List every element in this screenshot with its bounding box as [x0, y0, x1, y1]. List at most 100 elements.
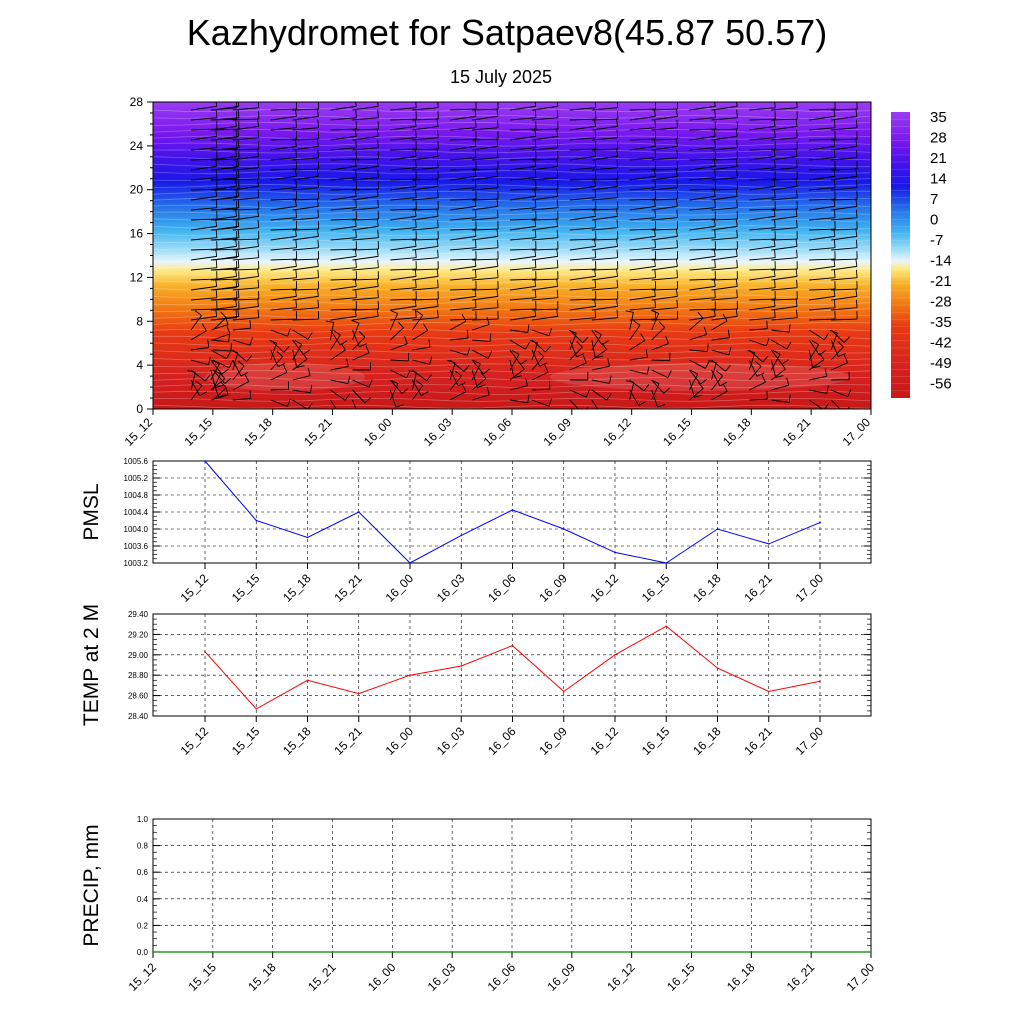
wind-barb-flag [416, 380, 424, 386]
wind-barb-staff [412, 305, 439, 311]
wind-barb-staff [412, 155, 439, 161]
wind-barb-flag [474, 269, 477, 278]
wind-barb [471, 359, 481, 381]
data-point [255, 519, 258, 522]
x-tick-label: 17_00 [793, 571, 827, 605]
wind-barb [412, 291, 439, 301]
wind-barb-staff [689, 117, 716, 121]
wind-barb [509, 211, 537, 221]
wind-barb-flag [795, 178, 798, 187]
wind-barb-staff [412, 245, 439, 251]
wind-barb [509, 229, 537, 241]
wind-barb-flag [675, 288, 678, 297]
wind-barb-staff [472, 339, 491, 343]
wind-barb-flag [582, 355, 587, 364]
colorbar-label: -49 [930, 355, 952, 372]
wind-barb-flag [796, 159, 798, 168]
wind-barb [829, 329, 838, 351]
wind-barb [232, 118, 260, 131]
wind-barb [330, 389, 351, 401]
wind-barb-staff [711, 165, 738, 171]
wind-barb-staff [629, 318, 656, 321]
wind-barb-staff [689, 388, 704, 401]
wind-barb-staff [292, 399, 308, 409]
wind-barb-flag [601, 342, 607, 350]
wind-barb-staff [270, 138, 297, 141]
wind-barb [711, 181, 738, 191]
wind-barb-flag [855, 149, 858, 158]
x-tick-label: 16_12 [600, 415, 634, 449]
wind-barb [270, 221, 298, 231]
wind-barb-staff [270, 168, 297, 171]
wind-barb-staff [390, 185, 417, 191]
wind-barb-flag [237, 229, 240, 238]
wind-barb-staff [270, 108, 297, 111]
wind-barb [472, 281, 499, 291]
wind-barb-staff [352, 225, 379, 231]
wind-barb-flag [646, 366, 650, 375]
wind-barb-staff [212, 158, 239, 161]
wind-barb-flag [224, 377, 232, 384]
wind-barb [232, 208, 260, 221]
wind-barb [711, 169, 738, 181]
wind-barb-staff [771, 384, 789, 391]
wind-barb-staff [210, 148, 237, 151]
colorbar-label: 0 [930, 212, 938, 229]
wind-barb [330, 229, 357, 241]
wind-barb-staff [212, 359, 230, 369]
wind-barb-staff [210, 155, 237, 161]
wind-barb-staff [749, 398, 768, 401]
wind-barb-staff [771, 185, 798, 191]
wind-barb [771, 129, 798, 141]
x-tick-label: 17_00 [844, 960, 878, 994]
wind-barb [569, 355, 587, 371]
wind-barb [270, 398, 291, 407]
wind-barb-flag [486, 386, 490, 395]
wind-barb [292, 191, 320, 201]
wind-barb-staff [389, 389, 397, 408]
wind-barb-flag [714, 139, 716, 148]
wind-barb-staff [232, 397, 251, 401]
wind-barb-flag [818, 352, 825, 360]
wind-barb-staff [509, 267, 536, 271]
wind-barb-flag [316, 168, 319, 177]
wind-barb [471, 349, 493, 359]
wind-barb-staff [591, 155, 618, 161]
wind-barb [292, 339, 310, 355]
x-tick-label: 16_00 [365, 960, 399, 994]
wind-barb-staff [210, 287, 237, 291]
wind-barb-flag [513, 375, 522, 378]
wind-barb-flag [714, 199, 716, 208]
wind-barb-staff [390, 275, 417, 281]
data-point [255, 708, 258, 710]
wind-barb-flag [237, 199, 240, 208]
wind-barb [591, 129, 619, 141]
wind-barb-staff [689, 369, 702, 385]
wind-barb-staff [330, 285, 357, 291]
isotherm-contour [153, 225, 871, 230]
wind-barb-staff [531, 147, 558, 151]
wind-barb-staff [390, 327, 404, 341]
wind-barb-flag [676, 119, 679, 128]
isotherm-contour [153, 390, 871, 395]
wind-barb-staff [292, 187, 319, 191]
wind-barb-staff [591, 339, 596, 358]
wind-barb [711, 271, 738, 281]
wind-barb-staff [771, 298, 798, 301]
wind-barb-flag [700, 378, 708, 385]
wind-barb-staff [292, 265, 319, 271]
wind-barb-staff [651, 295, 678, 301]
wind-barb-staff [830, 389, 849, 398]
isotherm-contour [153, 356, 871, 361]
wind-barb-flag [436, 268, 439, 277]
wind-barb [569, 102, 597, 111]
wind-barb [292, 168, 319, 181]
wind-barb-staff [711, 117, 738, 121]
y-tick-label: 28 [130, 95, 144, 109]
wind-barb-staff [330, 379, 349, 385]
wind-barb [711, 128, 738, 141]
wind-barb-flag [736, 139, 738, 148]
wind-barb-staff [531, 267, 558, 271]
wind-barb-flag [786, 377, 790, 386]
wind-barb [831, 179, 858, 191]
